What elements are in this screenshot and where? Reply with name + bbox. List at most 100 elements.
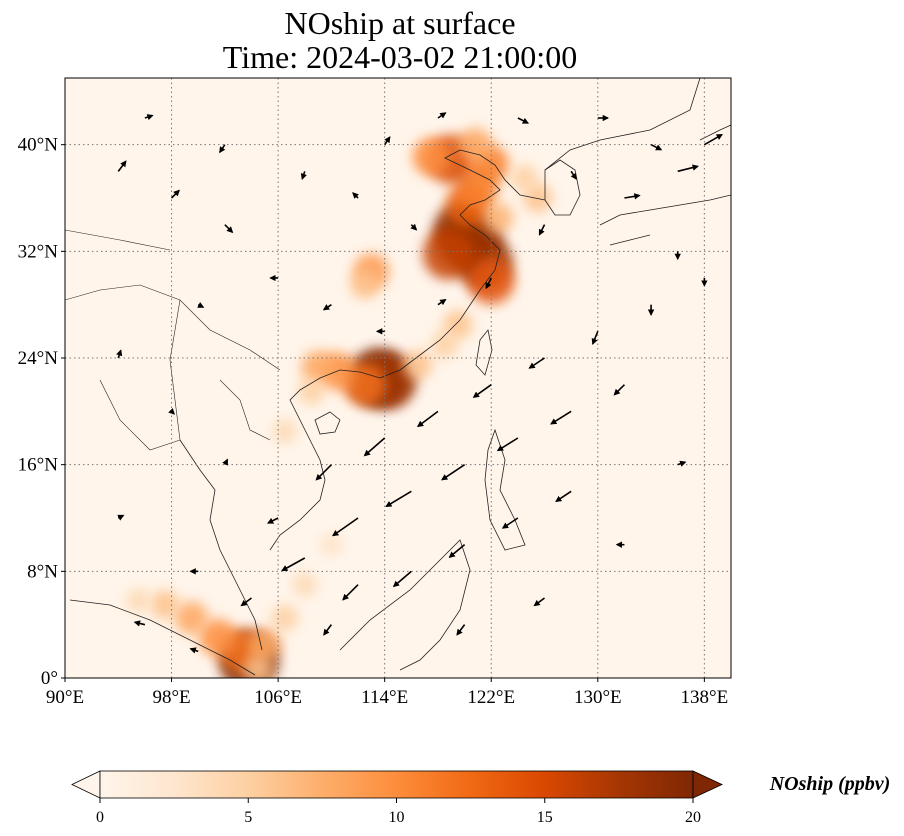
colorbar: 0 5 10 15 20 NOship (ppbv) bbox=[71, 770, 891, 826]
lat-tick-label: 0° bbox=[41, 668, 58, 689]
wind-arrow bbox=[197, 302, 205, 308]
plume-blob bbox=[443, 310, 473, 340]
wind-arrow bbox=[485, 277, 492, 290]
wind-arrow bbox=[437, 112, 447, 119]
wind-arrow bbox=[456, 624, 466, 636]
wind-arrow bbox=[496, 437, 519, 452]
lon-tick-label: 114°E bbox=[361, 687, 408, 708]
wind-arrow bbox=[448, 544, 466, 558]
plume-blob bbox=[243, 655, 273, 678]
lat-tick-label: 16°N bbox=[18, 455, 59, 476]
wind-arrow bbox=[624, 193, 641, 200]
korea-coastline bbox=[544, 159, 581, 216]
lat-tick-label: 24°N bbox=[18, 348, 59, 369]
wind-arrow bbox=[555, 490, 572, 503]
wind-arrow bbox=[219, 144, 226, 154]
colorbar-tick-label: 0 bbox=[96, 809, 104, 826]
plume-blob bbox=[297, 377, 325, 405]
wind-arrow bbox=[677, 164, 699, 173]
wind-arrow bbox=[501, 517, 519, 529]
wind-arrow bbox=[117, 514, 125, 521]
wind-arrow bbox=[384, 136, 391, 146]
wind-arrow bbox=[300, 171, 307, 181]
wind-arrow bbox=[116, 349, 123, 359]
lon-tick-label: 98°E bbox=[152, 687, 190, 708]
wind-arrow bbox=[385, 490, 412, 508]
colorbar-tick-label: 15 bbox=[537, 809, 553, 826]
wind-arrow bbox=[170, 189, 180, 199]
wind-arrow bbox=[533, 597, 546, 607]
wind-arrow bbox=[591, 331, 599, 346]
colorbar-gradient bbox=[99, 770, 694, 799]
plume-blob bbox=[125, 588, 151, 614]
wind-arrow bbox=[224, 224, 234, 234]
wind-arrow bbox=[472, 384, 492, 398]
plume-blob bbox=[482, 202, 514, 234]
taiwan-coastline bbox=[475, 329, 493, 376]
coastlines bbox=[65, 78, 731, 676]
borders bbox=[65, 229, 281, 451]
borneo-coastline bbox=[339, 539, 471, 671]
wind-arrow bbox=[550, 410, 572, 425]
lon-tick-label: 130°E bbox=[574, 687, 622, 708]
sumatra-coastline bbox=[69, 599, 256, 676]
wind-arrow bbox=[363, 437, 386, 457]
wind-arrow bbox=[189, 647, 199, 654]
plume-blob bbox=[423, 228, 475, 280]
plume-blob bbox=[350, 270, 380, 300]
plume-blob bbox=[199, 619, 238, 657]
wind-arrow bbox=[650, 143, 663, 151]
lat-tick-label: 32°N bbox=[18, 241, 59, 262]
wind-arrow bbox=[266, 517, 279, 524]
colorbar-tick-label: 20 bbox=[685, 809, 701, 826]
wind-arrow bbox=[703, 133, 723, 146]
wind-arrow bbox=[117, 160, 127, 172]
wind-arrow bbox=[281, 557, 306, 572]
axis-tick-labels: 90°E 98°E 106°E 114°E 122°E 130°E 138°E 0° 8°N 16… bbox=[18, 135, 729, 708]
plume-blob bbox=[272, 418, 298, 444]
colorbar-tick-label: 5 bbox=[244, 809, 252, 826]
japan-coastline bbox=[599, 124, 731, 246]
plume-blob bbox=[271, 604, 299, 632]
colorbar-label: NOship (ppbv) bbox=[769, 773, 891, 795]
wind-arrow bbox=[677, 460, 687, 467]
lon-tick-label: 90°E bbox=[46, 687, 84, 708]
plume-blob bbox=[431, 331, 459, 359]
plume-blob bbox=[174, 601, 209, 635]
plume-blob bbox=[292, 572, 318, 598]
wind-arrow bbox=[144, 114, 154, 121]
colorbar-extend-max bbox=[692, 770, 723, 799]
wind-arrow bbox=[538, 224, 546, 236]
wind-arrow bbox=[528, 357, 545, 369]
wind-arrow bbox=[570, 170, 577, 180]
wind-arrow bbox=[315, 464, 332, 481]
plume-blob bbox=[511, 164, 539, 192]
wind-arrow bbox=[392, 570, 412, 588]
colorbar-tick-label: 10 bbox=[389, 809, 405, 826]
wind-arrow bbox=[322, 304, 332, 311]
wind-arrow bbox=[133, 620, 146, 627]
lon-tick-label: 138°E bbox=[681, 687, 729, 708]
wind-arrow bbox=[168, 407, 175, 415]
wind-arrow bbox=[517, 117, 530, 124]
philippines-coastline bbox=[484, 428, 526, 551]
wind-arrow bbox=[323, 624, 333, 636]
plume-blob bbox=[403, 350, 433, 380]
china-coastline bbox=[269, 78, 701, 551]
wind-vectors bbox=[116, 112, 723, 654]
lon-tick-label: 122°E bbox=[467, 687, 515, 708]
plume-blob bbox=[150, 590, 180, 620]
peninsula-coastline bbox=[179, 439, 263, 651]
lon-tick-label: 106°E bbox=[254, 687, 302, 708]
map-title: NOship at surface bbox=[284, 5, 516, 41]
wind-arrow bbox=[613, 384, 626, 396]
plume-blob bbox=[320, 533, 343, 556]
lat-tick-label: 40°N bbox=[18, 135, 59, 156]
wind-arrow bbox=[342, 584, 359, 601]
wind-arrow bbox=[437, 298, 447, 306]
concentration-field bbox=[125, 127, 553, 678]
colorbar-extend-min bbox=[71, 770, 101, 799]
wind-arrow bbox=[441, 464, 466, 481]
hainan-coastline bbox=[314, 411, 341, 435]
